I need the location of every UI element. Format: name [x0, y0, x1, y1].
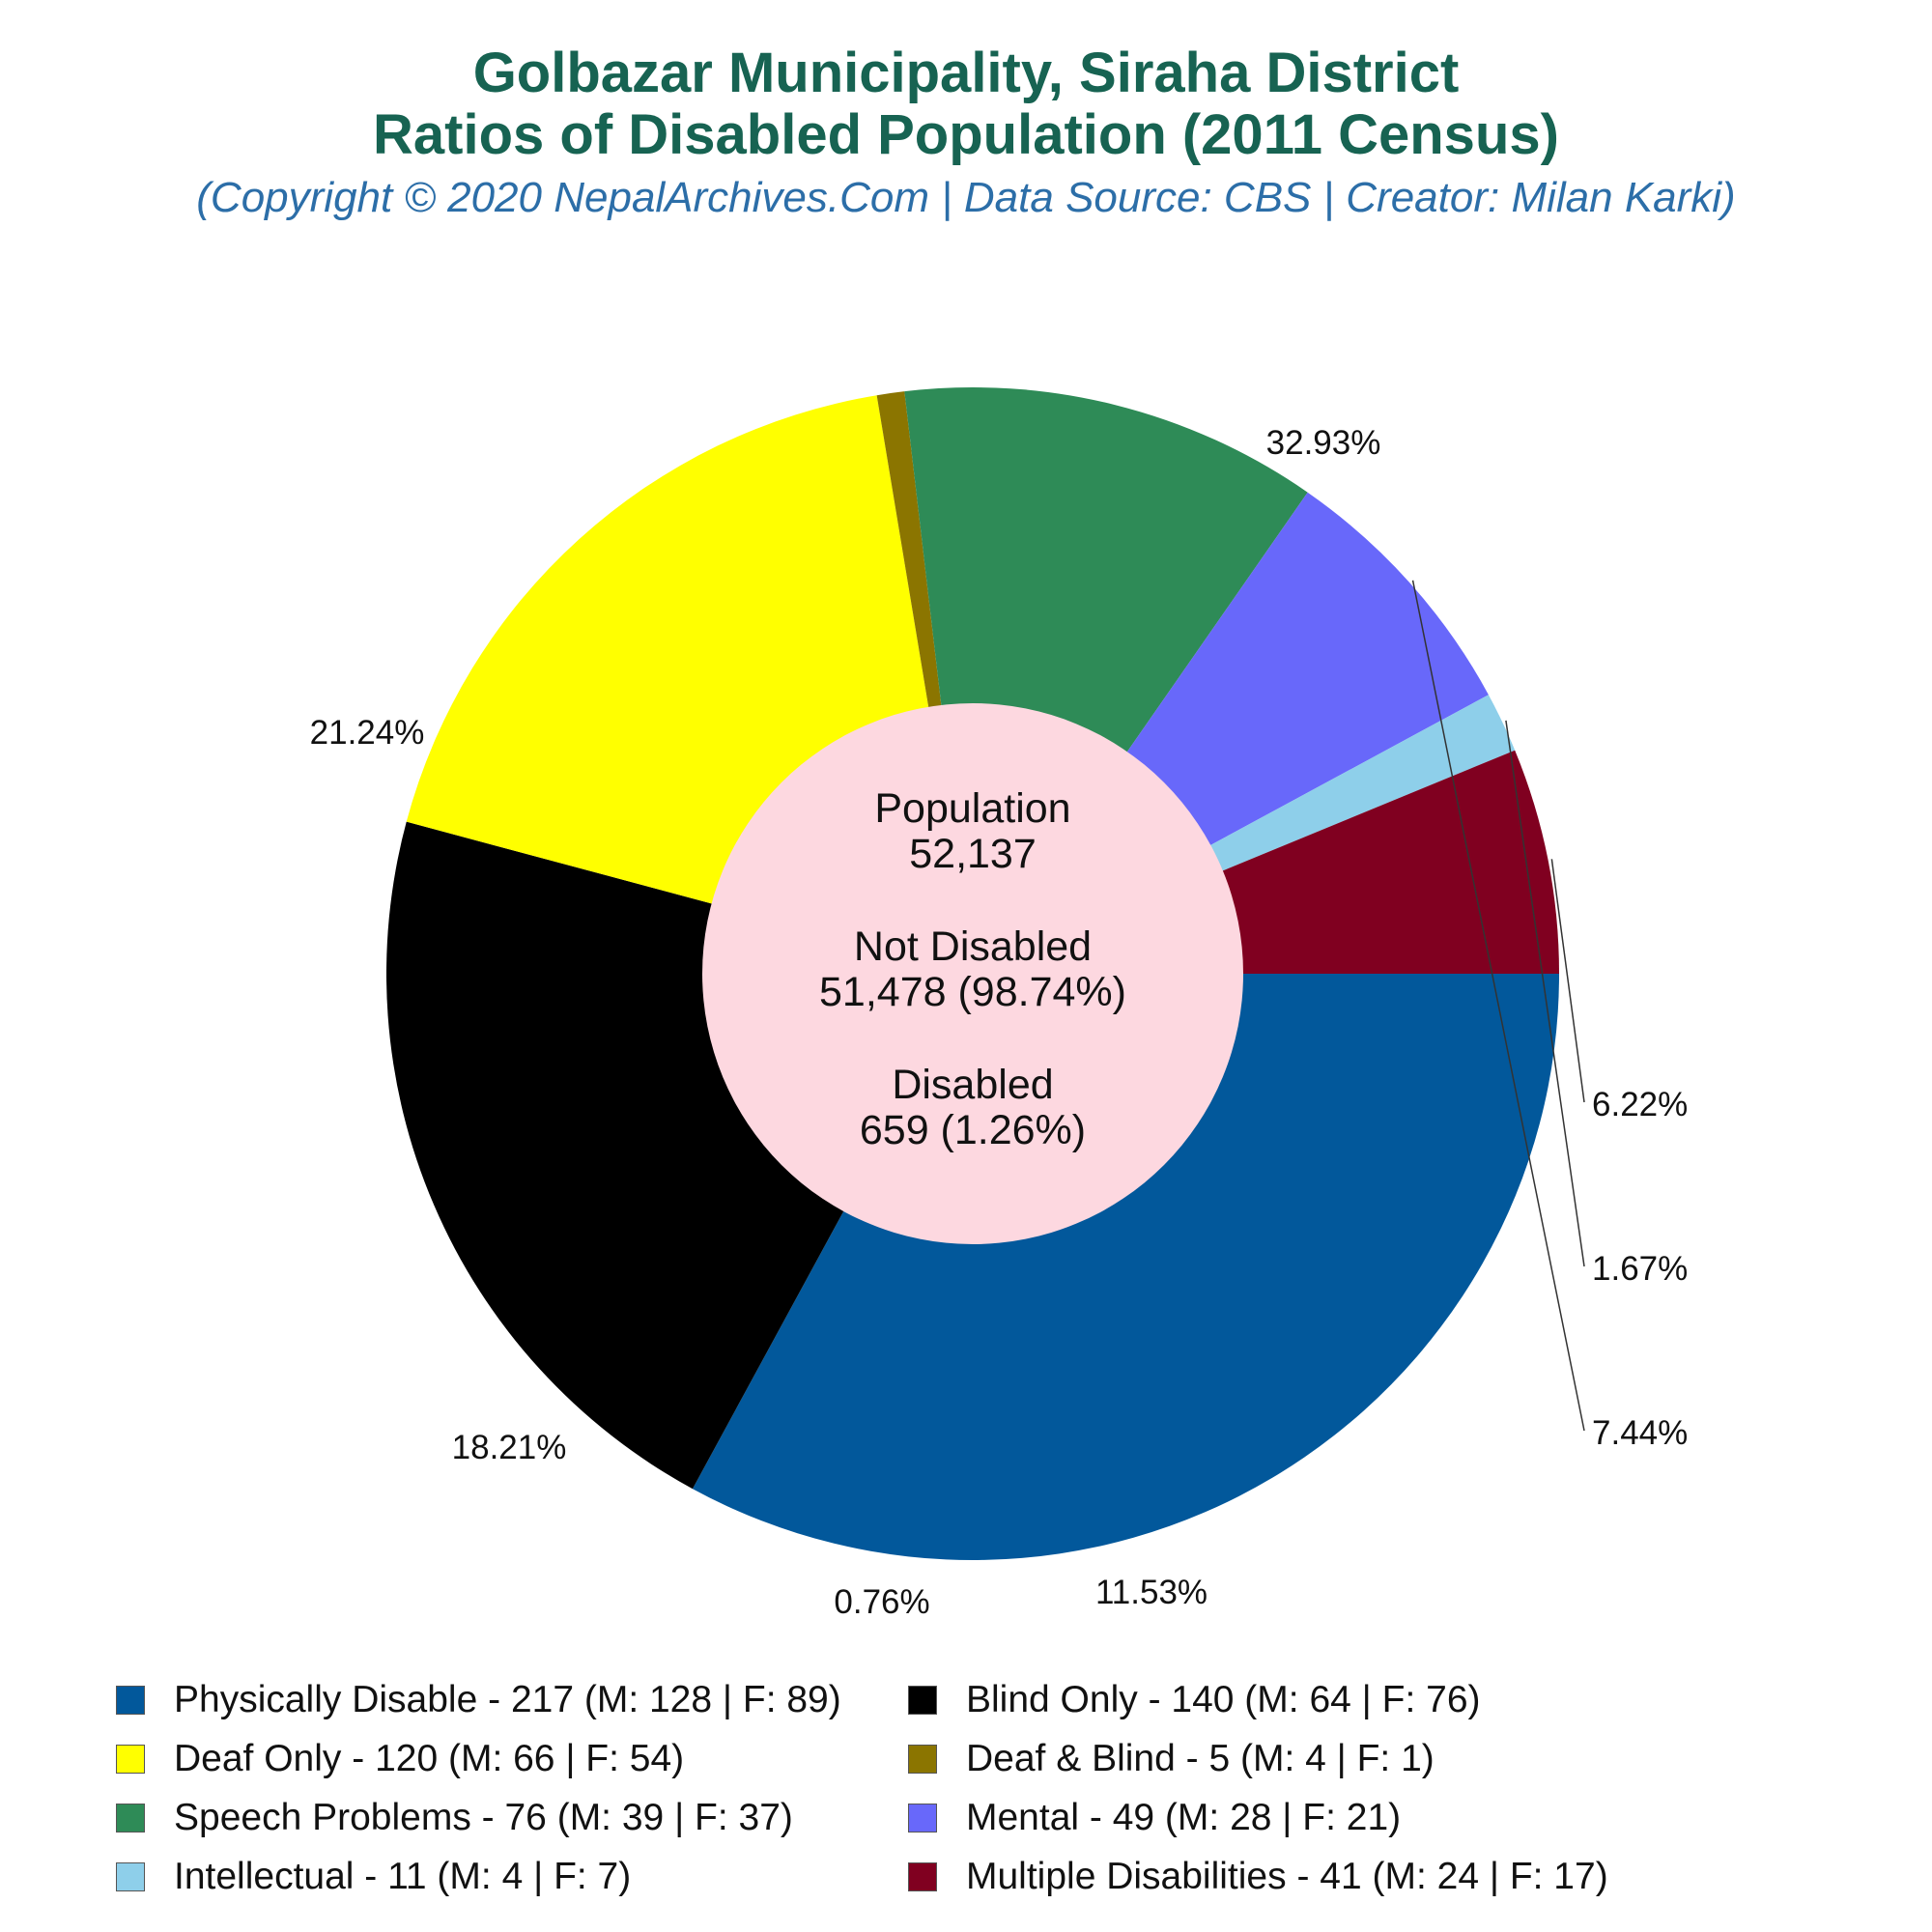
- center-summary-disc: [702, 703, 1243, 1244]
- label-leader-lines: [1411, 580, 1585, 1432]
- legend-swatch: [116, 1804, 145, 1833]
- percent-labels: 32.93% 21.24% 18.21% 0.76% 11.53% 7.44% 1.67% 6…: [310, 424, 1689, 1621]
- legend-label: Multiple Disabilities - 41 (M: 24 | F: 1…: [966, 1856, 1608, 1897]
- leader-line: [1505, 720, 1585, 1267]
- legend-label: Physically Disable - 217 (M: 128 | F: 89…: [174, 1679, 841, 1720]
- percent-label: 11.53%: [1095, 1574, 1208, 1611]
- legend-swatch: [908, 1804, 937, 1833]
- not-disabled-value: 51,478 (98.74%): [819, 969, 1126, 1015]
- legend-item: Mental - 49 (M: 28 | F: 21): [908, 1794, 1401, 1842]
- percent-label: 18.21%: [452, 1429, 567, 1466]
- legend-label: Speech Problems - 76 (M: 39 | F: 37): [174, 1797, 793, 1838]
- disabled-value: 659 (1.26%): [860, 1107, 1086, 1153]
- disabled-label: Disabled: [892, 1062, 1053, 1108]
- legend-item: Blind Only - 140 (M: 64 | F: 76): [908, 1676, 1481, 1724]
- legend-swatch: [116, 1686, 145, 1715]
- center-summary: Population 52,137 Not Disabled 51,478 (9…: [819, 785, 1126, 1153]
- legend-label: Mental - 49 (M: 28 | F: 21): [966, 1797, 1402, 1838]
- legend-label: Deaf Only - 120 (M: 66 | F: 54): [174, 1738, 685, 1779]
- legend-label: Intellectual - 11 (M: 4 | F: 7): [174, 1856, 632, 1897]
- legend-label: Blind Only - 140 (M: 64 | F: 76): [966, 1679, 1481, 1720]
- population-label: Population: [874, 785, 1070, 832]
- percent-label: 0.76%: [834, 1583, 929, 1621]
- legend-item: Multiple Disabilities - 41 (M: 24 | F: 1…: [908, 1853, 1608, 1901]
- legend-swatch: [908, 1862, 937, 1891]
- percent-label: 21.24%: [310, 714, 425, 752]
- percent-label: 32.93%: [1266, 424, 1381, 462]
- legend-swatch: [116, 1862, 145, 1891]
- percent-label: 6.22%: [1592, 1086, 1688, 1123]
- legend-swatch: [908, 1745, 937, 1774]
- not-disabled-label: Not Disabled: [854, 923, 1092, 970]
- legend-label: Deaf & Blind - 5 (M: 4 | F: 1): [966, 1738, 1435, 1779]
- legend-item: Physically Disable - 217 (M: 128 | F: 89…: [116, 1676, 841, 1724]
- chart-subtitle: (Copyright © 2020 NepalArchives.Com | Da…: [196, 174, 1736, 221]
- legend-item: Speech Problems - 76 (M: 39 | F: 37): [116, 1794, 793, 1842]
- leader-line: [1411, 580, 1585, 1432]
- chart-title-line1: Golbazar Municipality, Siraha District: [472, 42, 1460, 104]
- legend-item: Intellectual - 11 (M: 4 | F: 7): [116, 1853, 631, 1901]
- legend-swatch: [908, 1686, 937, 1715]
- percent-label: 1.67%: [1592, 1250, 1688, 1288]
- leader-line: [1550, 859, 1585, 1103]
- legend-swatch: [116, 1745, 145, 1774]
- percent-label: 7.44%: [1592, 1414, 1688, 1452]
- legend-item: Deaf & Blind - 5 (M: 4 | F: 1): [908, 1735, 1435, 1783]
- chart-title-line2: Ratios of Disabled Population (2011 Cens…: [373, 103, 1559, 166]
- legend-item: Deaf Only - 120 (M: 66 | F: 54): [116, 1735, 684, 1783]
- population-value: 52,137: [909, 831, 1037, 877]
